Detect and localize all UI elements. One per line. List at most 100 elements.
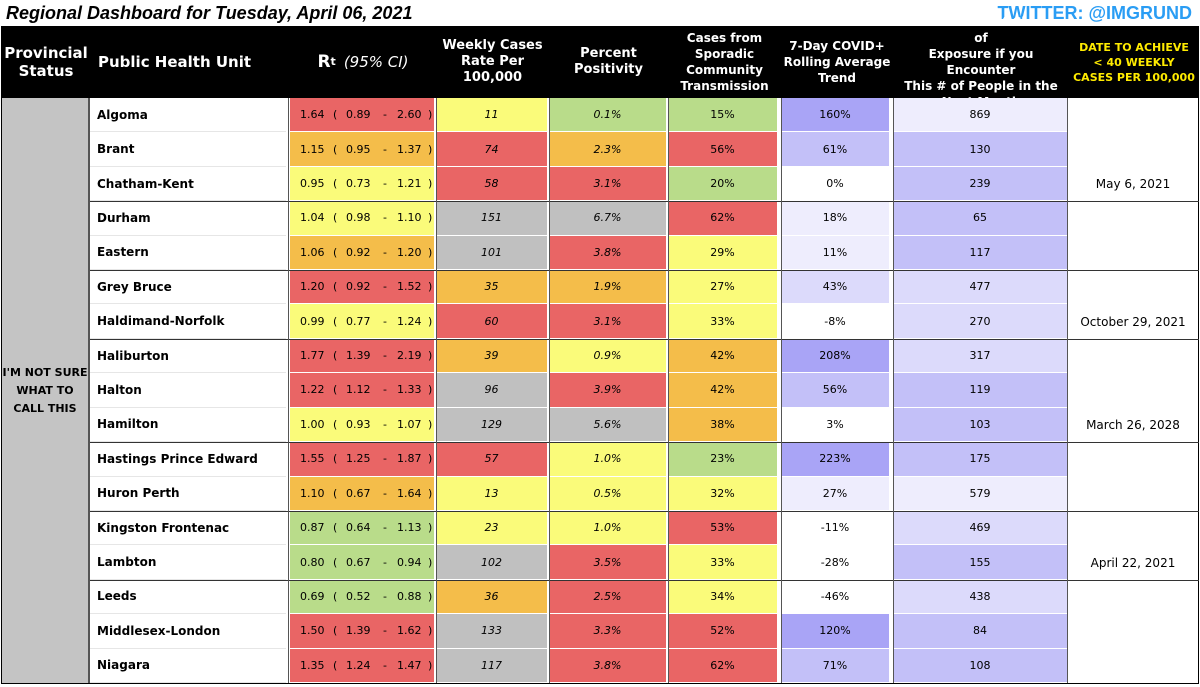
- ci-close: ): [428, 417, 433, 431]
- rt-cell: 0.99 (0.77-1.24): [290, 304, 434, 339]
- ci-low: 0.73: [346, 177, 371, 191]
- sporadic-cell: 23%: [668, 442, 777, 477]
- exposure-cell: 438: [893, 579, 1067, 615]
- weekly-rate-cell: 96: [436, 373, 547, 408]
- twitter-handle[interactable]: TWITTER: @IMGRUND: [997, 3, 1192, 23]
- rt-value: 1.22: [300, 383, 325, 397]
- header-status: Provincial Status: [4, 44, 88, 80]
- ci-open: (: [333, 108, 338, 122]
- trend-cell: 223%: [781, 442, 889, 477]
- table-row: Lambton 0.80 (0.67-0.94) 102 3.5% 33% -28% 155 A…: [0, 545, 1200, 580]
- ci-low: 1.39: [346, 624, 371, 638]
- ci-open: (: [333, 521, 338, 535]
- column-divider: [549, 98, 550, 683]
- ci-open: (: [333, 658, 338, 672]
- ci-dash: -: [383, 383, 387, 397]
- sporadic-cell: 15%: [668, 98, 777, 133]
- positivity-cell: 6.7%: [549, 201, 666, 236]
- sporadic-cell: 52%: [668, 614, 777, 649]
- exposure-cell: 155: [893, 545, 1067, 580]
- sporadic-cell: 42%: [668, 338, 777, 374]
- sporadic-cell: 34%: [668, 579, 777, 615]
- ci-high: 1.20: [397, 245, 422, 259]
- trend-cell: 208%: [781, 338, 889, 374]
- sporadic-cell: 33%: [668, 304, 777, 339]
- unit-name: Eastern: [89, 235, 286, 271]
- trend-cell: 120%: [781, 614, 889, 649]
- ci-close: ): [428, 108, 433, 122]
- weekly-rate-cell: 101: [436, 235, 547, 271]
- weekly-rate-cell: 129: [436, 407, 547, 443]
- table-row: Halton 1.22 (1.12-1.33) 96 3.9% 42% 56% 119: [0, 373, 1200, 408]
- ci-dash: -: [383, 280, 387, 294]
- ci-dash: -: [383, 624, 387, 638]
- ci-low: 0.92: [346, 280, 371, 294]
- rt-value: 1.00: [300, 417, 325, 431]
- sporadic-cell: 56%: [668, 132, 777, 167]
- header-unit: Public Health Unit: [98, 53, 252, 71]
- unit-name: Haliburton: [89, 338, 286, 374]
- ci-low: 1.24: [346, 658, 371, 672]
- group-divider: [89, 579, 1199, 581]
- trend-cell: -46%: [781, 579, 889, 615]
- ci-dash: -: [383, 589, 387, 603]
- ci-high: 1.10: [397, 211, 422, 225]
- ci-low: 0.92: [346, 245, 371, 259]
- dashboard-title: Regional Dashboard for Tuesday, April 06…: [6, 3, 413, 23]
- unit-name: Haldimand-Norfolk: [89, 304, 286, 339]
- table-row: Hamilton 1.00 (0.93-1.07) 129 5.6% 38% 3% 103 Ma…: [0, 407, 1200, 443]
- exposure-cell: 117: [893, 235, 1067, 271]
- rt-value: 1.10: [300, 486, 325, 500]
- positivity-cell: 3.5%: [549, 545, 666, 580]
- group-divider: [89, 510, 1199, 512]
- ci-high: 0.88: [397, 589, 422, 603]
- ci-close: ): [428, 177, 433, 191]
- header-rt-main: R: [317, 52, 331, 72]
- target-date-cell: [1067, 442, 1199, 477]
- weekly-rate-cell: 74: [436, 132, 547, 167]
- sporadic-cell: 42%: [668, 373, 777, 408]
- unit-name: Huron Perth: [89, 476, 286, 511]
- ci-dash: -: [383, 521, 387, 535]
- positivity-cell: 3.8%: [549, 648, 666, 683]
- table-row: Haliburton 1.77 (1.39-2.19) 39 0.9% 42% 208% 31…: [0, 338, 1200, 374]
- ci-low: 0.98: [346, 211, 371, 225]
- trend-cell: 56%: [781, 373, 889, 408]
- ci-high: 1.07: [397, 417, 422, 431]
- rt-value: 1.55: [300, 452, 325, 466]
- header-positivity: Percent Positivity: [574, 46, 643, 77]
- rt-value: 0.87: [300, 521, 325, 535]
- frame-bottom: [1, 683, 1199, 684]
- positivity-cell: 1.0%: [549, 510, 666, 546]
- rt-cell: 1.00 (0.93-1.07): [290, 407, 434, 443]
- rt-value: 1.04: [300, 211, 325, 225]
- header-rate: Weekly Cases Rate Per 100,000: [442, 38, 543, 85]
- target-date-cell: [1067, 579, 1199, 615]
- trend-cell: -28%: [781, 545, 889, 580]
- column-divider: [288, 98, 289, 683]
- rt-cell: 1.77 (1.39-2.19): [290, 338, 434, 374]
- unit-name: Middlesex-London: [89, 614, 286, 649]
- target-date-cell: [1067, 338, 1199, 374]
- ci-open: (: [333, 142, 338, 156]
- exposure-cell: 477: [893, 270, 1067, 305]
- ci-high: 0.94: [397, 555, 422, 569]
- ci-open: (: [333, 177, 338, 191]
- trend-cell: 27%: [781, 476, 889, 511]
- ci-high: 1.64: [397, 486, 422, 500]
- positivity-cell: 3.1%: [549, 304, 666, 339]
- ci-dash: -: [383, 211, 387, 225]
- rt-cell: 1.15 (0.95-1.37): [290, 132, 434, 167]
- ci-dash: -: [383, 177, 387, 191]
- group-divider: [89, 338, 1199, 340]
- weekly-rate-cell: 36: [436, 579, 547, 615]
- weekly-rate-cell: 117: [436, 648, 547, 683]
- unit-name: Kingston Frontenac: [89, 510, 286, 546]
- ci-high: 1.33: [397, 383, 422, 397]
- positivity-cell: 0.9%: [549, 338, 666, 374]
- table-row: Huron Perth 1.10 (0.67-1.64) 13 0.5% 32% 27% 57…: [0, 476, 1200, 511]
- ci-close: ): [428, 349, 433, 363]
- ci-close: ): [428, 452, 433, 466]
- table-row: Brant 1.15 (0.95-1.37) 74 2.3% 56% 61% 130: [0, 132, 1200, 167]
- table-row: Niagara 1.35 (1.24-1.47) 117 3.8% 62% 71% 108: [0, 648, 1200, 683]
